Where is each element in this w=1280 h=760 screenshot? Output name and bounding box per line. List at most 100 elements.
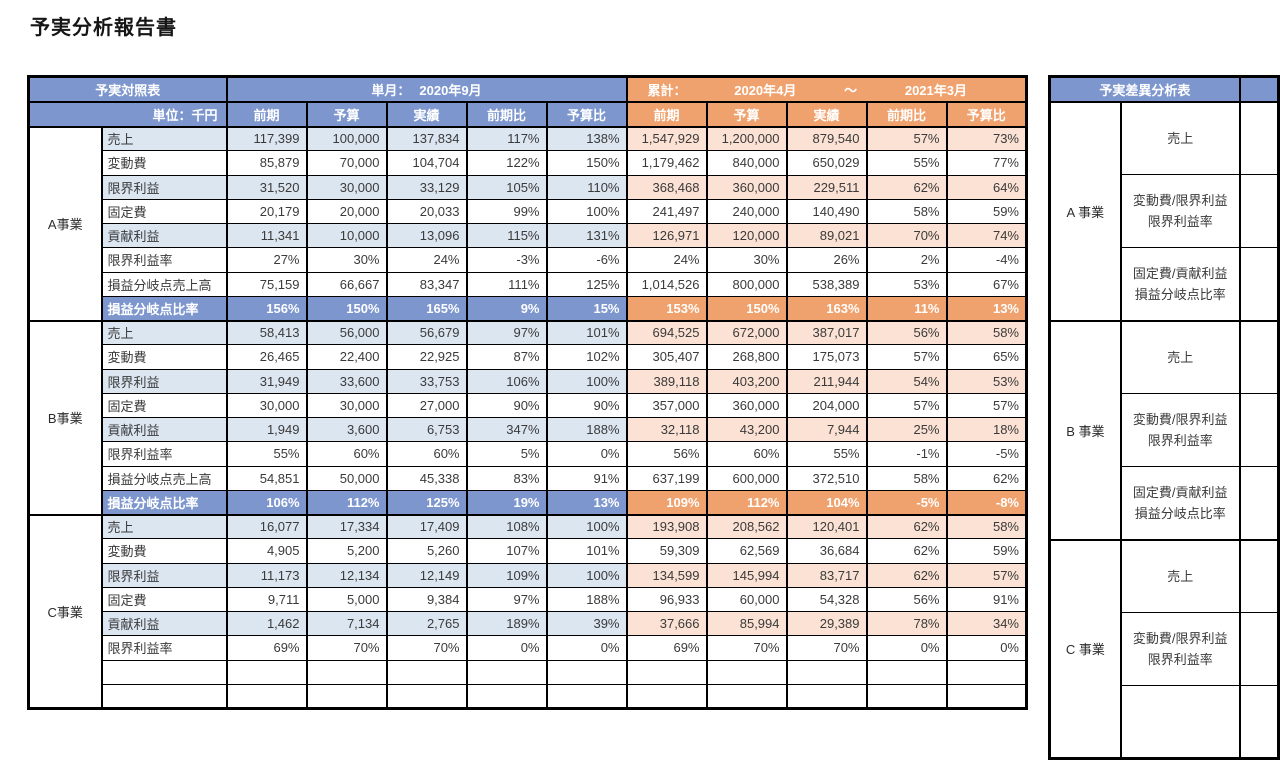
table-row: 限界利益 31,520 30,000 33,129 105% 110% 368,468 360… <box>29 174 1028 200</box>
table-row: 限界利益 31,949 33,600 33,753 106% 100% 389,118 403… <box>29 368 1028 394</box>
analysis-item-line: 限界利益率 <box>1147 652 1213 667</box>
analysis-item-line: 変動費/限界利益 <box>1132 631 1228 646</box>
cumulative-value-cell: 54% <box>865 368 948 394</box>
monthly-value-cell: 4,905 <box>225 538 308 564</box>
cumulative-column-header: 予算比 <box>945 100 1028 128</box>
report-title: 予実分析報告書 <box>30 17 177 39</box>
monthly-value-cell: 9% <box>465 295 548 322</box>
cumulative-value-cell: 800,000 <box>705 271 788 297</box>
cumulative-column-header: 実績 <box>785 100 868 128</box>
cumulative-value-cell: 175,073 <box>785 344 868 370</box>
cumulative-value-cell: 59% <box>945 538 1028 564</box>
monthly-value-cell: 97% <box>465 586 548 613</box>
cumulative-value-cell: 240,000 <box>705 198 788 225</box>
analysis-comment-cell <box>1238 466 1280 540</box>
cumulative-value-cell: 150% <box>705 295 788 322</box>
cumulative-value-cell: 193,908 <box>625 513 708 540</box>
analysis-comment-cell <box>1238 247 1280 321</box>
cumulative-value-cell: 2% <box>865 247 948 273</box>
monthly-value-cell: 50,000 <box>305 465 388 491</box>
row-label <box>100 683 228 710</box>
monthly-value-cell: 125% <box>545 271 628 297</box>
monthly-header-cell: 単月： 2020年9月 <box>225 75 628 103</box>
monthly-value-cell: 60% <box>385 441 468 467</box>
monthly-value-cell: 5,260 <box>385 538 468 564</box>
analysis-item-cell: 売上 <box>1119 100 1241 175</box>
cumulative-value-cell: 70% <box>705 635 788 661</box>
monthly-value-cell: 27,000 <box>385 392 468 419</box>
analysis-comment-cell <box>1238 393 1280 467</box>
monthly-value-cell: 110% <box>545 174 628 200</box>
table-row: 貢献利益 1,949 3,600 6,753 347% 188% 32,118 43,200 7… <box>29 416 1028 443</box>
analysis-item-line: 売上 <box>1167 568 1194 584</box>
cumulative-column-header: 予算 <box>705 100 788 128</box>
cumulative-value-cell: 65% <box>945 344 1028 370</box>
cumulative-value-cell: 70% <box>785 635 868 661</box>
cumulative-value-cell: 53% <box>865 271 948 297</box>
monthly-value-cell: 156% <box>225 295 308 322</box>
analysis-item-cell: 売上 <box>1119 538 1241 613</box>
cumulative-value-cell: 89,021 <box>785 222 868 249</box>
analysis-row: B 事業 売上 <box>1048 319 1280 540</box>
table-row <box>29 659 1028 685</box>
monthly-value-cell: 19% <box>465 489 548 516</box>
analysis-comment-cell <box>1238 538 1280 613</box>
monthly-value-cell: 69% <box>225 635 308 661</box>
monthly-value-cell: 33,129 <box>385 174 468 200</box>
table-row: 損益分岐点売上高 75,159 66,667 83,347 111% 125% 1,014,… <box>29 271 1028 297</box>
monthly-value-cell: 5,000 <box>305 586 388 613</box>
monthly-value-cell: 55% <box>225 441 308 467</box>
cumulative-value-cell: 43,200 <box>705 416 788 443</box>
cumulative-value-cell: 58% <box>945 513 1028 540</box>
cumulative-value-cell: 268,800 <box>705 344 788 370</box>
cumulative-value-cell: 57% <box>945 392 1028 419</box>
monthly-value-cell: 83% <box>465 465 548 491</box>
analysis-item-line: 売上 <box>1167 130 1194 146</box>
cumulative-value-cell: 134,599 <box>625 562 708 588</box>
cumulative-value-cell: 55% <box>785 441 868 467</box>
monthly-value-cell: 39% <box>545 610 628 637</box>
analysis-comment-cell <box>1238 100 1280 175</box>
row-label: 売上 <box>100 513 228 540</box>
cumulative-value-cell: 120,000 <box>705 222 788 249</box>
cumulative-value-cell <box>945 683 1028 710</box>
cumulative-value-cell <box>945 659 1028 685</box>
cumulative-value-cell: 694,525 <box>625 319 708 346</box>
cumulative-header-cell: 累計： 2020年4月 ～ 2021年3月 <box>625 75 1028 103</box>
cumulative-value-cell: 55% <box>865 150 948 176</box>
cumulative-value-cell <box>705 683 788 710</box>
monthly-value-cell: 54,851 <box>225 465 308 491</box>
monthly-value-cell: 31,520 <box>225 174 308 200</box>
table-row: 限界利益率 69% 70% 70% 0% 0% 69% 70% 70% 0% 0% <box>29 635 1028 661</box>
cumulative-value-cell <box>625 659 708 685</box>
cumulative-value-cell: 140,490 <box>785 198 868 225</box>
analysis-item-line: 変動費/限界利益 <box>1132 193 1228 208</box>
analysis-row: A 事業 売上 <box>1048 100 1280 321</box>
monthly-value-cell: 109% <box>465 562 548 588</box>
row-label: 変動費 <box>100 538 228 564</box>
monthly-column-header: 予算比 <box>545 100 628 128</box>
cumulative-value-cell: 360,000 <box>705 174 788 200</box>
cumulative-value-cell: 70% <box>865 222 948 249</box>
cumulative-value-cell: 53% <box>945 368 1028 394</box>
cumulative-value-cell: 1,014,526 <box>625 271 708 297</box>
business-group-label: C事業 <box>27 513 103 709</box>
cumulative-value-cell: 67% <box>945 271 1028 297</box>
analysis-item-cell: 変動費/限界利益 限界利益率 <box>1119 612 1241 686</box>
analysis-business-label: A 事業 <box>1048 100 1122 321</box>
cumulative-value-cell: 13% <box>945 295 1028 322</box>
monthly-value-cell: 27% <box>225 247 308 273</box>
cumulative-value-cell: 372,510 <box>785 465 868 491</box>
cumulative-column-header: 前期 <box>625 100 708 128</box>
monthly-value-cell: 90% <box>465 392 548 419</box>
business-group-label: B事業 <box>27 319 103 515</box>
monthly-value-cell: 112% <box>305 489 388 516</box>
budget-actual-table: 予実対照表 単月： 2020年9月 累計： 2020年4月～ 2021年3月 単位：千円 前期… <box>27 75 1028 710</box>
table-row: C事業 売上 16,077 17,334 17,409 108% 100% 193,908 20… <box>27 513 1028 709</box>
monthly-value-cell: -3% <box>465 247 548 273</box>
cumulative-value-cell: 37,666 <box>625 610 708 637</box>
cumulative-value-cell: 62% <box>865 174 948 200</box>
cumulative-value-cell: 57% <box>865 344 948 370</box>
monthly-value-cell: 70,000 <box>305 150 388 176</box>
row-label: 損益分岐点売上高 <box>100 465 228 491</box>
